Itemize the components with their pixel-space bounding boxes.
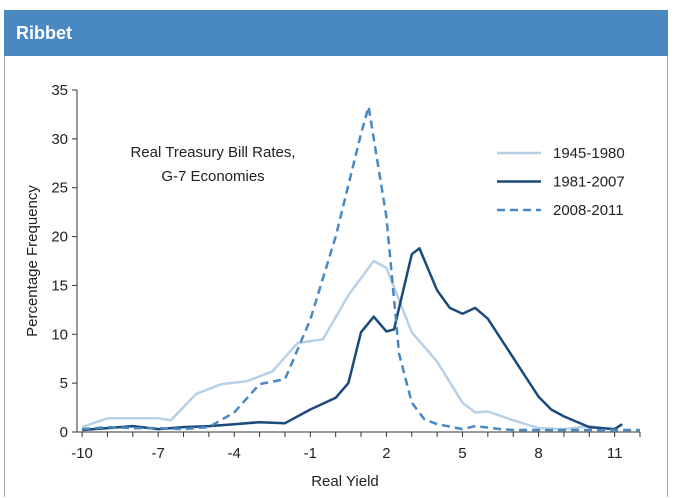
y-tick-label: 5 [60, 375, 68, 392]
annotation-line-1: Real Treasury Bill Rates, [130, 144, 295, 161]
y-tick-label: 30 [51, 131, 68, 148]
series-line-1981-2007 [82, 247, 623, 432]
legend-label-2008-2011: 2008-2011 [553, 202, 624, 219]
y-tick-label: 0 [60, 424, 68, 441]
y-axis-label: Percentage Frequency [24, 185, 41, 337]
series-layer [81, 105, 640, 432]
header-title: Ribbet [16, 23, 72, 43]
header-bar: Ribbet [4, 10, 668, 56]
series-line-1945-1980 [81, 259, 603, 431]
x-tick-label: -7 [151, 445, 164, 462]
x-tick-label: 5 [458, 445, 466, 462]
y-tick-label: 15 [51, 277, 68, 294]
legend-label-1945-1980: 1945-1980 [553, 145, 625, 162]
y-tick-label: 10 [51, 326, 68, 343]
y-tick-label: 25 [51, 180, 68, 197]
chart-frame [4, 10, 668, 497]
x-tick-label: -10 [71, 445, 93, 462]
x-axis-label: Real Yield [311, 473, 379, 490]
x-tick-label: -1 [304, 445, 317, 462]
x-tick-label: 11 [607, 445, 623, 462]
y-tick-label: 35 [51, 82, 68, 99]
x-tick-label: -4 [228, 445, 241, 462]
legend-label-1981-2007: 1981-2007 [553, 174, 625, 191]
x-tick-label: 2 [382, 445, 390, 462]
y-tick-label: 20 [51, 229, 68, 246]
legend: 1945-1980 1981-2007 2008-2011 [497, 145, 625, 219]
annotation-line-2: G-7 Economies [161, 168, 264, 185]
x-tick-label: 8 [534, 445, 542, 462]
series-line-2008-2011 [82, 105, 640, 432]
